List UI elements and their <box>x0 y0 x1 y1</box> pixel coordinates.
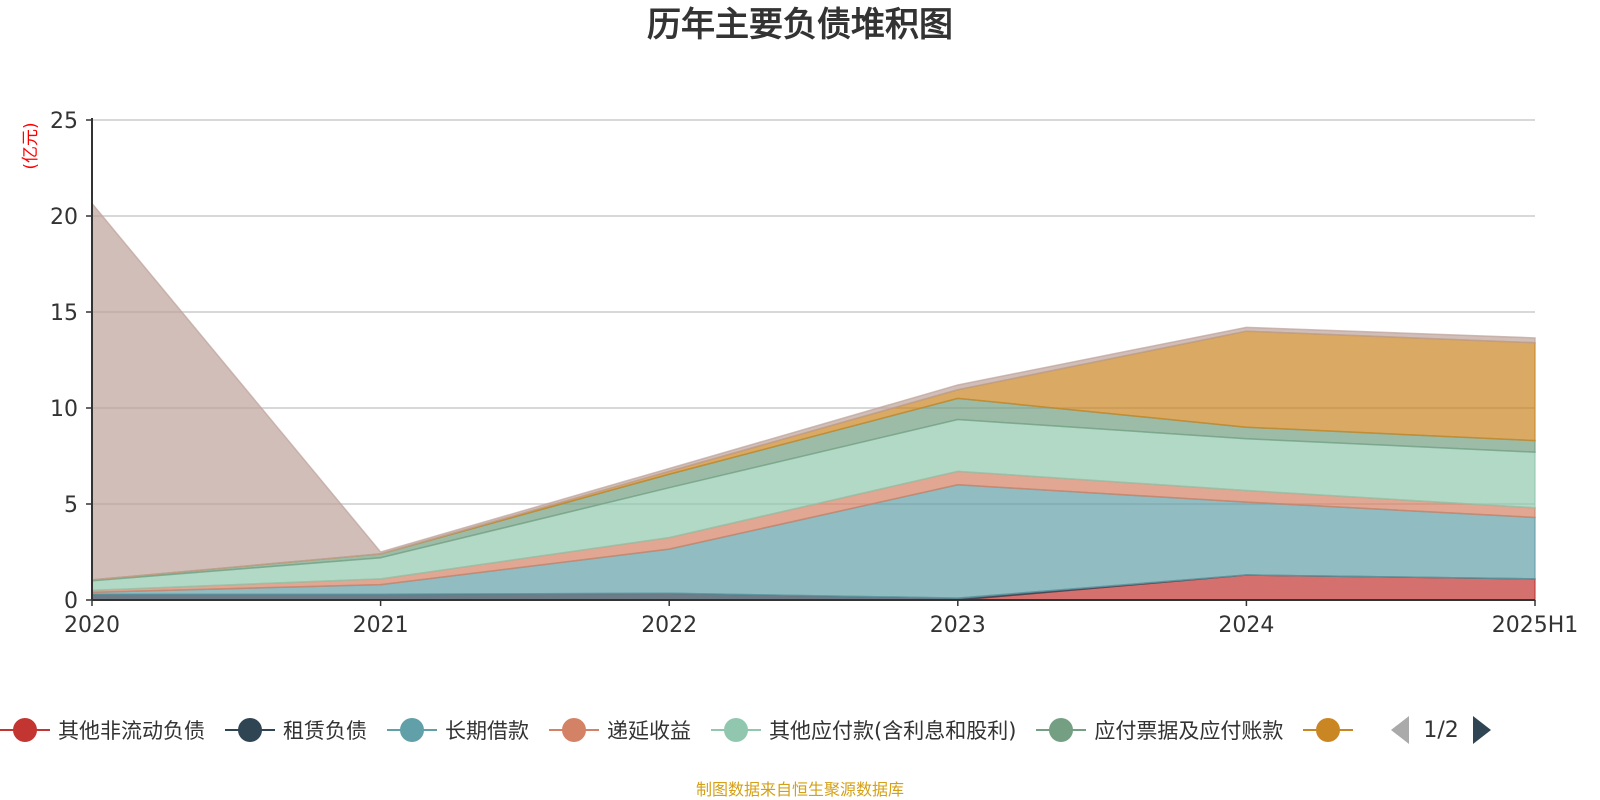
x-tick-label: 2020 <box>64 613 120 638</box>
data-source-note: 制图数据来自恒生聚源数据库 <box>695 780 904 799</box>
legend-item[interactable]: 租赁负债 <box>225 715 367 745</box>
axes: 0 5 10 15 20 25 2020 2021 2022 2023 2024 2025H1 <box>50 109 1578 638</box>
x-tick-label: 2023 <box>930 613 986 638</box>
x-tick-label: 2021 <box>353 613 409 638</box>
legend-label: 其他应付款(含利息和股利) <box>769 719 1017 743</box>
x-tick-label: 2024 <box>1218 613 1274 638</box>
legend-pager: 1/2 <box>1391 716 1491 744</box>
legend-item[interactable] <box>1303 717 1361 743</box>
pager-page-text: 1/2 <box>1423 717 1459 743</box>
y-unit-label: (亿元) <box>21 122 41 169</box>
y-tick-label: 25 <box>50 109 78 134</box>
area-series <box>91 201 1536 601</box>
legend-label: 其他非流动负债 <box>58 719 205 743</box>
legend-marker <box>0 717 50 743</box>
x-tick-label: 2025H1 <box>1492 613 1579 638</box>
chart-title: 历年主要负债堆积图 <box>647 5 953 45</box>
legend: 其他非流动负债 租赁负债 长期借款 递延收益 其他应付款(含利息和股利) 应付票据及应付账… <box>0 712 1491 748</box>
legend-marker <box>1303 717 1354 743</box>
y-tick-label: 10 <box>50 397 78 422</box>
y-tick-label: 20 <box>50 205 78 230</box>
legend-label: 长期借款 <box>445 719 529 743</box>
stacked-area-chart: 0 5 10 15 20 25 2020 2021 2022 2023 2024 2025H1 (亿元… <box>21 109 1578 638</box>
legend-label: 递延收益 <box>607 719 691 743</box>
y-tick-label: 0 <box>64 589 78 614</box>
y-tick-label: 15 <box>50 301 78 326</box>
legend-item[interactable]: 递延收益 <box>549 715 691 745</box>
legend-marker <box>225 717 275 743</box>
legend-marker <box>387 717 437 743</box>
y-tick-label: 5 <box>64 493 78 518</box>
x-tick-label: 2022 <box>641 613 697 638</box>
legend-item[interactable]: 长期借款 <box>387 715 529 745</box>
legend-item[interactable]: 其他应付款(含利息和股利) <box>711 715 1016 745</box>
legend-marker <box>1036 717 1087 743</box>
legend-item[interactable]: 应付票据及应付账款 <box>1036 715 1283 745</box>
legend-item[interactable]: 其他非流动负债 <box>0 715 205 745</box>
legend-label: 租赁负债 <box>283 719 367 743</box>
pager-prev-icon[interactable] <box>1391 716 1410 744</box>
legend-label: 应付票据及应付账款 <box>1094 719 1284 743</box>
area-series-8 <box>91 201 1536 581</box>
pager-next-icon[interactable] <box>1472 716 1491 744</box>
legend-marker <box>549 717 599 743</box>
legend-marker <box>711 717 761 743</box>
